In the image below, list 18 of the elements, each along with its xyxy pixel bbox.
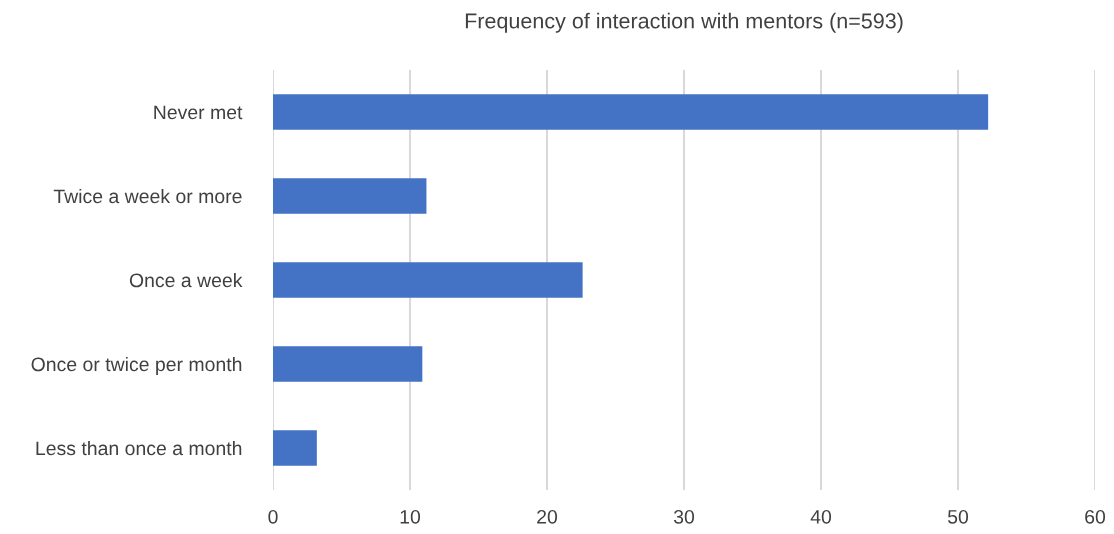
y-tick-label: Never met	[154, 105, 243, 120]
x-tick-label: 50	[947, 509, 969, 524]
bar	[273, 346, 423, 382]
bar	[273, 94, 989, 130]
x-tick-label: 10	[400, 509, 421, 524]
y-tick-label: Twice a week or more	[53, 188, 242, 204]
y-tick-label: Once or twice per month	[31, 356, 242, 376]
x-tick-label: 20	[537, 509, 558, 524]
bar	[273, 262, 583, 298]
bar	[273, 430, 317, 466]
x-tick-label: 0	[268, 509, 278, 524]
bar	[273, 178, 427, 214]
x-tick-label: 30	[673, 509, 695, 524]
y-tick-label: Less than once a month	[36, 440, 242, 456]
x-tick-label: 60	[1085, 509, 1106, 524]
x-tick-label: 40	[810, 509, 832, 524]
chart-title: Frequency of interaction with mentors (n=593)	[465, 12, 903, 33]
y-tick-label: Once a week	[129, 272, 243, 288]
